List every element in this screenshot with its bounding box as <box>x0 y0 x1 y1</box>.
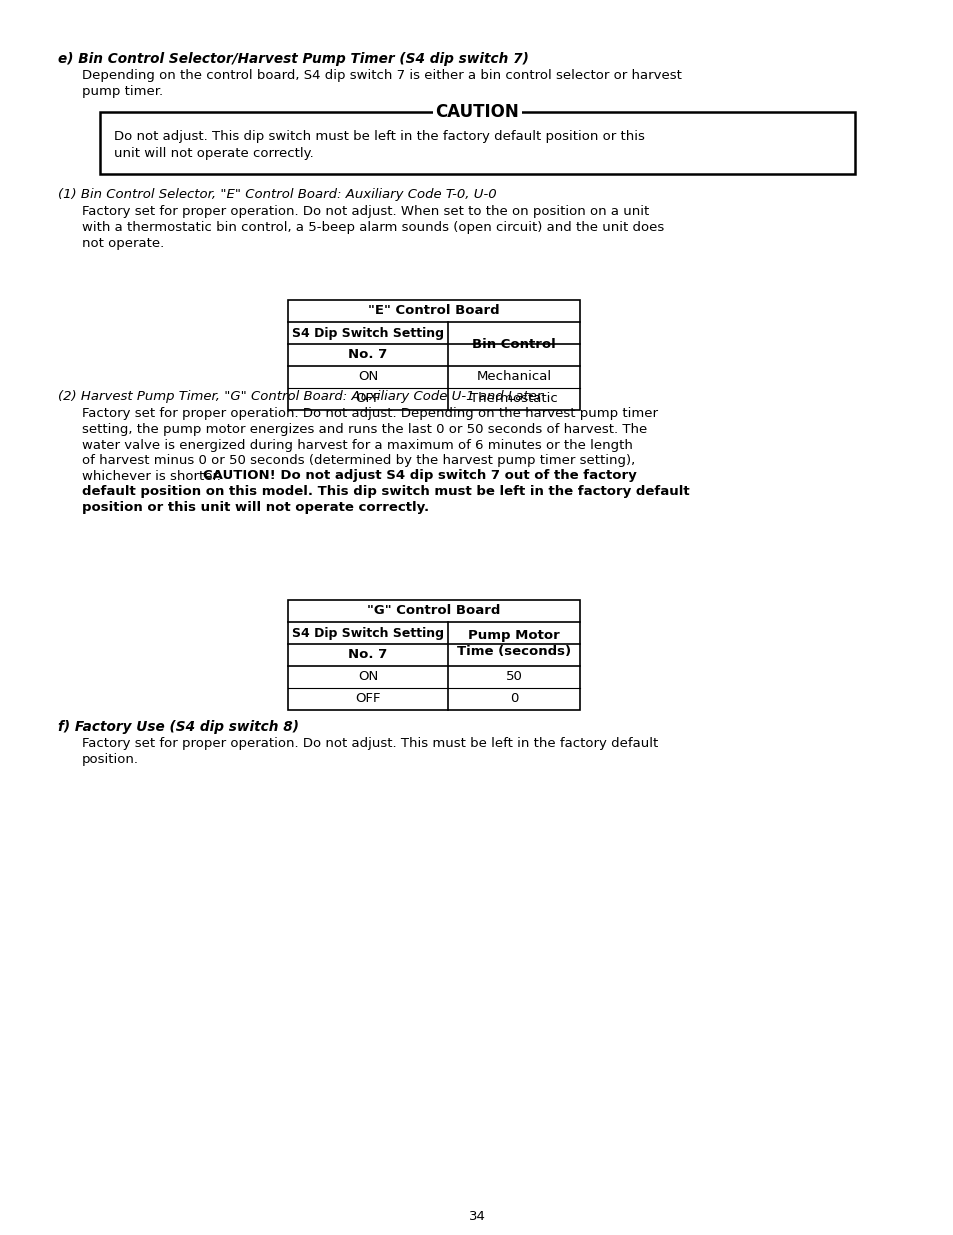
Text: Factory set for proper operation. Do not adjust. This must be left in the factor: Factory set for proper operation. Do not… <box>82 737 658 751</box>
Text: 34: 34 <box>468 1210 485 1223</box>
Text: unit will not operate correctly.: unit will not operate correctly. <box>113 147 314 159</box>
Text: ON: ON <box>357 370 377 384</box>
Text: CAUTION: CAUTION <box>436 103 518 121</box>
Text: position.: position. <box>82 753 139 766</box>
Bar <box>288 300 579 410</box>
Text: "E" Control Board: "E" Control Board <box>368 305 499 317</box>
Text: 0: 0 <box>509 693 517 705</box>
Text: pump timer.: pump timer. <box>82 85 163 98</box>
Text: 50: 50 <box>505 671 522 683</box>
Text: e) Bin Control Selector/Harvest Pump Timer (S4 dip switch 7): e) Bin Control Selector/Harvest Pump Tim… <box>58 52 528 65</box>
Text: Depending on the control board, S4 dip switch 7 is either a bin control selector: Depending on the control board, S4 dip s… <box>82 69 681 83</box>
Text: CAUTION! Do not adjust S4 dip switch 7 out of the factory: CAUTION! Do not adjust S4 dip switch 7 o… <box>203 469 636 483</box>
Text: position or this unit will not operate correctly.: position or this unit will not operate c… <box>82 500 429 514</box>
Text: Pump Motor
Time (seconds): Pump Motor Time (seconds) <box>456 630 571 658</box>
Text: OFF: OFF <box>355 693 380 705</box>
Text: S4 Dip Switch Setting: S4 Dip Switch Setting <box>292 626 443 640</box>
Bar <box>100 112 854 174</box>
Text: Bin Control: Bin Control <box>472 337 556 351</box>
Text: Do not adjust. This dip switch must be left in the factory default position or t: Do not adjust. This dip switch must be l… <box>113 130 644 143</box>
Text: Thermostatic: Thermostatic <box>470 393 558 405</box>
Text: of harvest minus 0 or 50 seconds (determined by the harvest pump timer setting),: of harvest minus 0 or 50 seconds (determ… <box>82 454 635 467</box>
Text: Mechanical: Mechanical <box>476 370 551 384</box>
Text: No. 7: No. 7 <box>348 648 387 662</box>
Text: Factory set for proper operation. Do not adjust. Depending on the harvest pump t: Factory set for proper operation. Do not… <box>82 408 658 420</box>
Text: water valve is energized during harvest for a maximum of 6 minutes or the length: water valve is energized during harvest … <box>82 438 632 452</box>
Text: (2) Harvest Pump Timer, "G" Control Board: Auxiliary Code U-1 and Later: (2) Harvest Pump Timer, "G" Control Boar… <box>58 390 541 403</box>
Text: whichever is shorter.: whichever is shorter. <box>82 469 225 483</box>
Text: ON: ON <box>357 671 377 683</box>
Text: Factory set for proper operation. Do not adjust. When set to the on position on : Factory set for proper operation. Do not… <box>82 205 649 219</box>
Text: S4 Dip Switch Setting: S4 Dip Switch Setting <box>292 326 443 340</box>
Text: "G" Control Board: "G" Control Board <box>367 604 500 618</box>
Bar <box>288 600 579 710</box>
Text: OFF: OFF <box>355 393 380 405</box>
Text: not operate.: not operate. <box>82 236 164 249</box>
Text: setting, the pump motor energizes and runs the last 0 or 50 seconds of harvest. : setting, the pump motor energizes and ru… <box>82 424 646 436</box>
Text: (1) Bin Control Selector, "E" Control Board: Auxiliary Code T-0, U-0: (1) Bin Control Selector, "E" Control Bo… <box>58 188 497 201</box>
Text: No. 7: No. 7 <box>348 348 387 362</box>
Text: with a thermostatic bin control, a 5-beep alarm sounds (open circuit) and the un: with a thermostatic bin control, a 5-bee… <box>82 221 663 233</box>
Text: default position on this model. This dip switch must be left in the factory defa: default position on this model. This dip… <box>82 485 689 498</box>
Text: f) Factory Use (S4 dip switch 8): f) Factory Use (S4 dip switch 8) <box>58 720 298 734</box>
